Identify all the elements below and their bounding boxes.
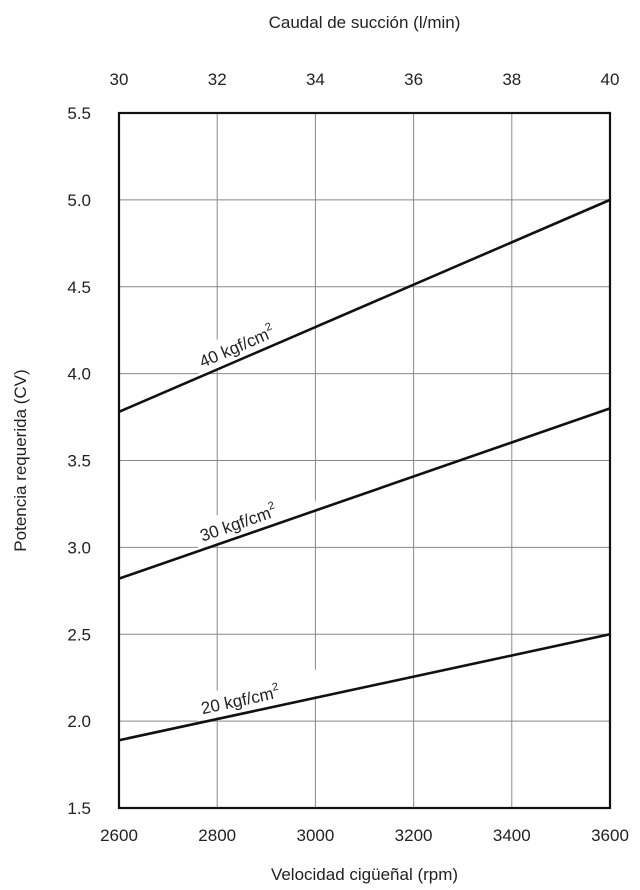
series-label-superscript: 2: [267, 499, 277, 512]
bottom-axis-title: Velocidad cigüeñal (rpm): [271, 865, 458, 884]
x2-tick-label: 32: [208, 70, 227, 89]
x2-tick-label: 30: [110, 70, 129, 89]
plot-frame: [117, 111, 612, 810]
y-tick-label: 3.0: [67, 538, 91, 557]
y-tick-label: 2.0: [67, 712, 91, 731]
series-line: [118, 198, 611, 414]
x-tick-label: 3000: [296, 826, 334, 845]
x-tick-label: 3600: [591, 826, 629, 845]
x2-tick-label: 36: [404, 70, 423, 89]
series-label-superscript: 2: [271, 681, 280, 694]
grid-lines: [119, 113, 610, 808]
y-tick-label: 4.0: [67, 365, 91, 384]
x-tick-label: 3400: [493, 826, 531, 845]
y-tick-label: 4.5: [67, 278, 91, 297]
series-line: [118, 632, 611, 742]
y-tick-label: 3.5: [67, 452, 91, 471]
x-tick-label: 3200: [395, 826, 433, 845]
series-label-background: [189, 301, 316, 376]
y-tick-label: 2.5: [67, 625, 91, 644]
x-tick-label: 2800: [198, 826, 236, 845]
tick-labels: 2600 2800 3000 3200 3400 3600 30 32 34 36 38 40 1.5 2…: [67, 70, 629, 845]
series-label: 40 kgf/cm2: [189, 301, 316, 376]
x-tick-label: 2600: [100, 826, 138, 845]
series-label: 20 kgf/cm2: [192, 669, 322, 722]
series-line: [118, 407, 611, 580]
top-axis-title: Caudal de succión (l/min): [269, 13, 461, 32]
x2-tick-label: 38: [502, 70, 521, 89]
x2-tick-label: 34: [306, 70, 325, 89]
x2-tick-label: 40: [601, 70, 620, 89]
y-axis-title: Potencia requerida (CV): [11, 369, 30, 551]
y-tick-label: 1.5: [67, 799, 91, 818]
y-tick-label: 5.5: [67, 104, 91, 123]
series-label-background: [190, 483, 318, 550]
series-label-background: [192, 669, 322, 722]
y-tick-label: 5.0: [67, 191, 91, 210]
series-label-superscript: 2: [263, 321, 273, 334]
